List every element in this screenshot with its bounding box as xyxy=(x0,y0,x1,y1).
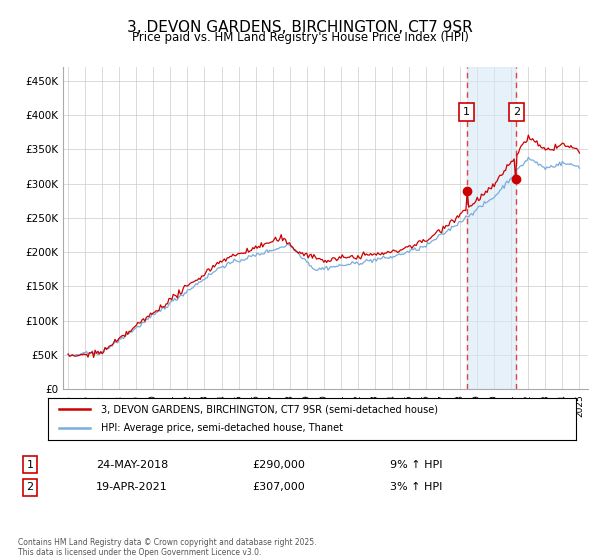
Text: 3, DEVON GARDENS, BIRCHINGTON, CT7 9SR (semi-detached house): 3, DEVON GARDENS, BIRCHINGTON, CT7 9SR (… xyxy=(101,404,438,414)
Text: 1: 1 xyxy=(26,460,34,470)
Bar xyxy=(467,67,516,389)
Text: £307,000: £307,000 xyxy=(252,482,305,492)
Text: 24-MAY-2018: 24-MAY-2018 xyxy=(96,460,168,470)
Text: Price paid vs. HM Land Registry's House Price Index (HPI): Price paid vs. HM Land Registry's House … xyxy=(131,31,469,44)
Text: Contains HM Land Registry data © Crown copyright and database right 2025.
This d: Contains HM Land Registry data © Crown c… xyxy=(18,538,317,557)
Text: 1: 1 xyxy=(463,107,470,116)
Text: 2: 2 xyxy=(26,482,34,492)
Text: 3% ↑ HPI: 3% ↑ HPI xyxy=(390,482,442,492)
Text: 9% ↑ HPI: 9% ↑ HPI xyxy=(390,460,443,470)
Text: HPI: Average price, semi-detached house, Thanet: HPI: Average price, semi-detached house,… xyxy=(101,423,343,433)
Text: £290,000: £290,000 xyxy=(252,460,305,470)
Text: 3, DEVON GARDENS, BIRCHINGTON, CT7 9SR: 3, DEVON GARDENS, BIRCHINGTON, CT7 9SR xyxy=(127,20,473,35)
Text: 19-APR-2021: 19-APR-2021 xyxy=(96,482,168,492)
Text: 2: 2 xyxy=(512,107,520,116)
